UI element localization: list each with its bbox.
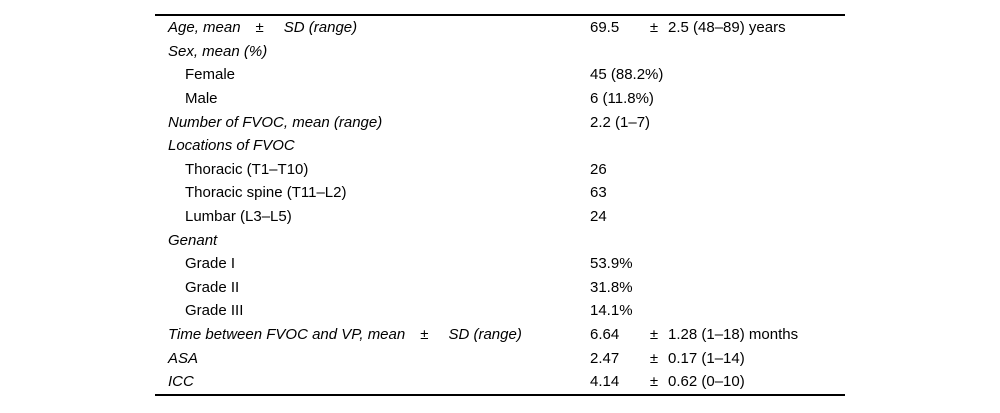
- row-value-cell: 31.8%: [590, 280, 845, 295]
- table-row: ASA 2.47 ±0.17 (1–14): [155, 346, 845, 370]
- table-row: Thoracic (T1–T10) 26: [155, 158, 845, 182]
- table-row: Lumbar (L3–L5) 24: [155, 205, 845, 229]
- row-value-cell: 63: [590, 185, 845, 200]
- row-label: Thoracic (T1–T10): [185, 160, 309, 178]
- plus-minus-symbol: ±: [255, 19, 264, 37]
- row-value: 53.9%: [590, 255, 633, 273]
- row-label-cell: Thoracic spine (T11–L2): [155, 185, 590, 200]
- patient-statistics-table: Age, mean ± SD (range) 69.5 ±2.5 (48–89) ye…: [155, 14, 845, 396]
- row-value: 31.8%: [590, 278, 633, 296]
- row-value-cell: 45 (88.2%): [590, 67, 845, 82]
- row-value-cell: 6 (11.8%): [590, 91, 845, 106]
- row-label: Genant: [168, 231, 218, 249]
- row-label: Grade III: [185, 302, 244, 320]
- value-sd-range: 1.28 (1–18) months: [668, 326, 799, 344]
- table-row: Number of FVOC, mean (range) 2.2 (1–7): [155, 110, 845, 134]
- row-label: Male: [185, 90, 218, 108]
- row-label: Grade I: [185, 255, 236, 273]
- value-sd-range: 0.17 (1–14): [668, 349, 745, 367]
- row-label: Time between FVOC and VP, mean: [168, 326, 406, 344]
- plus-minus-symbol: ±: [649, 326, 659, 344]
- row-value-cell: 53.9%: [590, 256, 845, 271]
- row-label: Sex, mean (%): [168, 42, 268, 60]
- row-label: Locations of FVOC: [168, 137, 295, 155]
- table-row: Time between FVOC and VP, mean ± SD (range…: [155, 323, 845, 347]
- row-value-cell: 24: [590, 209, 845, 224]
- row-value-cell: 6.64 ±1.28 (1–18) months: [590, 327, 845, 342]
- table-rows: Age, mean ± SD (range) 69.5 ±2.5 (48–89) ye…: [155, 16, 845, 394]
- row-label-cell: Lumbar (L3–L5): [155, 209, 590, 224]
- row-label: Thoracic spine (T11–L2): [185, 184, 347, 202]
- table-row: Grade I 53.9%: [155, 252, 845, 276]
- value-sd-range: 0.62 (0–10): [668, 373, 745, 391]
- table-row: Sex, mean (%): [155, 40, 845, 64]
- table-row: Female 45 (88.2%): [155, 63, 845, 87]
- table-row: Male 6 (11.8%): [155, 87, 845, 111]
- row-value: 45 (88.2%): [590, 66, 664, 84]
- row-value-cell: 69.5 ±2.5 (48–89) years: [590, 20, 845, 35]
- row-value-cell: 2.2 (1–7): [590, 115, 845, 130]
- row-label-cell: ICC: [155, 374, 590, 389]
- row-value-cell: 14.1%: [590, 303, 845, 318]
- row-value: 6 (11.8%): [590, 90, 654, 108]
- row-label-cell: Grade III: [155, 303, 590, 318]
- plus-minus-symbol: ±: [649, 19, 659, 37]
- row-label: Number of FVOC, mean (range): [168, 113, 383, 131]
- value-sd-range: 2.5 (48–89) years: [668, 19, 786, 37]
- table-row: Grade II 31.8%: [155, 276, 845, 300]
- row-value-cell: 4.14 ±0.62 (0–10): [590, 374, 845, 389]
- row-label-cell: Male: [155, 91, 590, 106]
- value-mean: 6.64: [590, 326, 620, 344]
- table-row: ICC 4.14 ±0.62 (0–10): [155, 370, 845, 394]
- row-label-cell: Number of FVOC, mean (range): [155, 115, 590, 130]
- row-value: 14.1%: [590, 302, 633, 320]
- row-value: 24: [590, 208, 607, 226]
- row-label-cell: Locations of FVOC: [155, 138, 590, 153]
- table-row: Locations of FVOC: [155, 134, 845, 158]
- row-label: ICC: [168, 373, 194, 391]
- row-label-cell: Sex, mean (%): [155, 44, 590, 59]
- row-label-cell: Grade I: [155, 256, 590, 271]
- row-label-cell: Thoracic (T1–T10): [155, 162, 590, 177]
- value-mean: 69.5: [590, 19, 620, 37]
- row-label-cell: Female: [155, 67, 590, 82]
- row-label-cell: Grade II: [155, 280, 590, 295]
- row-value-cell: 26: [590, 162, 845, 177]
- row-label: Lumbar (L3–L5): [185, 208, 292, 226]
- table-row: Grade III 14.1%: [155, 299, 845, 323]
- table-row: Age, mean ± SD (range) 69.5 ±2.5 (48–89) ye…: [155, 16, 845, 40]
- plus-minus-symbol: ±: [649, 373, 659, 391]
- row-value: 2.2 (1–7): [590, 113, 651, 131]
- value-mean: 2.47: [590, 349, 620, 367]
- row-label: ASA: [168, 349, 199, 367]
- row-label-cell: Time between FVOC and VP, mean ± SD (range…: [155, 327, 590, 342]
- row-label: Grade II: [185, 278, 240, 296]
- plus-minus-symbol: ±: [420, 326, 429, 344]
- row-label: Female: [185, 66, 236, 84]
- row-label-cell: Genant: [155, 233, 590, 248]
- row-label: Age, mean: [168, 19, 241, 37]
- plus-minus-symbol: ±: [649, 349, 659, 367]
- table-row: Thoracic spine (T11–L2) 63: [155, 181, 845, 205]
- table-row: Genant: [155, 228, 845, 252]
- value-mean: 4.14: [590, 373, 620, 391]
- row-label-cell: ASA: [155, 351, 590, 366]
- row-label-suffix: SD (range): [448, 326, 522, 344]
- row-label-cell: Age, mean ± SD (range): [155, 20, 590, 35]
- row-label-suffix: SD (range): [283, 19, 358, 37]
- row-value-cell: 2.47 ±0.17 (1–14): [590, 351, 845, 366]
- row-value: 63: [590, 184, 607, 202]
- row-value: 26: [590, 160, 607, 178]
